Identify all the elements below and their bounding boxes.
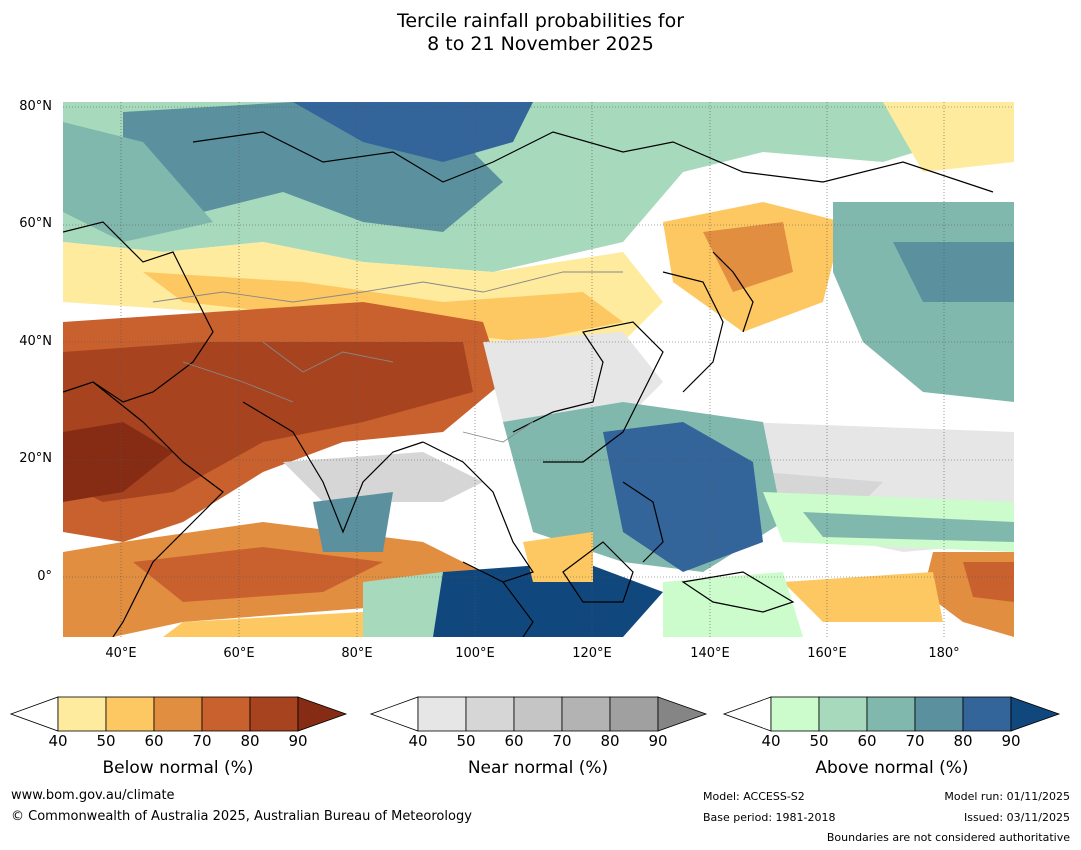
colorbar-below-normal: [10, 696, 348, 732]
lon-label-160e: 160°E: [807, 646, 847, 661]
region-sw-pacific-green: [663, 572, 803, 637]
colorbar-lower-extension: [723, 696, 772, 732]
colorbar-tick-label: 40: [48, 732, 68, 750]
lat-label-20n: 20°N: [19, 451, 52, 466]
colorbar-bin-4: [914, 696, 964, 732]
footer-copyright: © Commonwealth of Australia 2025, Austra…: [11, 809, 472, 824]
colorbar-lower-extension: [10, 696, 59, 732]
colorbar-upper-extension: [297, 696, 348, 732]
lon-label-100e: 100°E: [455, 646, 495, 661]
colorbar-tick-label: 80: [953, 732, 973, 750]
lat-label-60n: 60°N: [19, 216, 52, 231]
colorbar-title-above: Above normal (%): [815, 758, 969, 778]
colorbar-tick-label: 90: [1001, 732, 1021, 750]
colorbar-bin-3: [153, 696, 203, 732]
colorbar-bin-5: [962, 696, 1012, 732]
region-arabia-darkest: [63, 422, 173, 502]
region-borneo-below: [523, 532, 593, 582]
colorbar-near-normal: [370, 696, 708, 732]
colorbar-tick-label: 50: [456, 732, 476, 750]
colorbar-upper-extension: [1010, 696, 1061, 732]
rainfall-probability-map: [63, 102, 1014, 637]
colorbar-bin-5: [249, 696, 299, 732]
footer-issued: Issued: 03/11/2025: [963, 811, 1070, 824]
region-east-equator-below-strong: [963, 562, 1014, 602]
colorbar-tick-label: 60: [504, 732, 524, 750]
colorbar-title-near: Near normal (%): [467, 758, 609, 778]
lon-label-80e: 80°E: [341, 646, 373, 661]
region-wpacific-above-dark: [603, 422, 763, 572]
lon-label-180: 180°: [928, 646, 960, 661]
region-near-normal-2: [283, 452, 483, 502]
colorbar-tick-label: 60: [857, 732, 877, 750]
colorbar-tick-label: 50: [809, 732, 829, 750]
lat-label-0: 0°: [37, 569, 52, 584]
colorbar-tick-label: 70: [905, 732, 925, 750]
colorbar-tick-label: 90: [648, 732, 668, 750]
colorbar-lower-extension: [370, 696, 419, 732]
region-fareast-below-strong: [703, 222, 793, 292]
region-npacific-above-dark: [893, 242, 1014, 302]
footer-model: Model: ACCESS-S2: [703, 790, 805, 803]
lat-label-80n: 80°N: [19, 99, 52, 114]
colorbar-title-below: Below normal (%): [102, 758, 254, 778]
lat-label-40n: 40°N: [19, 334, 52, 349]
colorbar-bin-4: [561, 696, 611, 732]
colorbar-tick-label: 80: [600, 732, 620, 750]
region-bay-bengal-above: [313, 492, 393, 552]
region-arctic-blue: [293, 102, 533, 162]
region-near-normal-1: [483, 332, 663, 422]
region-indian-ocean-below-strong: [133, 547, 383, 602]
region-maritime-above-darkest: [423, 562, 663, 637]
lon-label-140e: 140°E: [690, 646, 730, 661]
colorbar-bin-5: [609, 696, 659, 732]
colorbar-upper-extension: [657, 696, 708, 732]
region-north-east-yellow: [883, 102, 1014, 172]
footer-base-period: Base period: 1981-2018: [703, 811, 836, 824]
colorbar-bin-1: [417, 696, 467, 732]
colorbar-bin-2: [818, 696, 868, 732]
country-borders: [152, 271, 623, 443]
graticule: [63, 102, 1014, 637]
colorbar-bin-2: [465, 696, 515, 732]
region-scand-teal: [63, 122, 213, 242]
colorbar-bin-3: [513, 696, 563, 732]
map-title-line2: 8 to 21 November 2025: [427, 33, 654, 55]
colorbar-tick-label: 60: [144, 732, 164, 750]
colorbar-tick-label: 70: [552, 732, 572, 750]
footer-model-run: Model run: 01/11/2025: [944, 790, 1070, 803]
lon-label-40e: 40°E: [105, 646, 137, 661]
colorbar-bin-1: [770, 696, 820, 732]
map-title-line1: Tercile rainfall probabilities for: [396, 10, 685, 32]
footer-website: www.bom.gov.au/climate: [11, 788, 175, 803]
colorbar-bin-1: [57, 696, 107, 732]
region-tropics-teal-band: [803, 512, 1014, 542]
colorbar-tick-label: 80: [240, 732, 260, 750]
colorbar-tick-label: 90: [288, 732, 308, 750]
colorbar-tick-label: 40: [408, 732, 428, 750]
footer-disclaimer: Boundaries are not considered authoritat…: [826, 831, 1070, 844]
lon-label-120e: 120°E: [572, 646, 612, 661]
colorbar-tick-label: 50: [96, 732, 116, 750]
colorbar-bin-4: [201, 696, 251, 732]
coastlines: [63, 131, 994, 637]
colorbar-tick-label: 70: [192, 732, 212, 750]
region-maritime-green: [363, 572, 443, 637]
colorbar-above-normal: [723, 696, 1061, 732]
colorbar-bin-3: [866, 696, 916, 732]
region-east-equator-yellow: [783, 572, 943, 622]
colorbar-tick-label: 40: [761, 732, 781, 750]
lon-label-60e: 60°E: [223, 646, 255, 661]
colorbar-bin-2: [105, 696, 155, 732]
